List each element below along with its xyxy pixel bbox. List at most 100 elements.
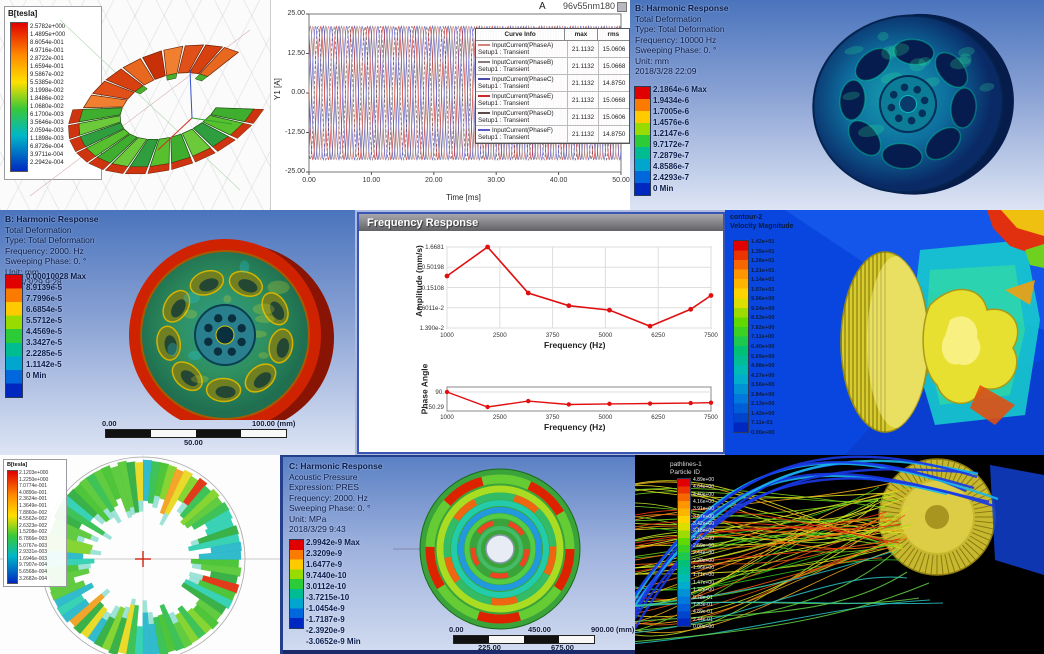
legend-row: InputCurrent(PhaseA) Setup1 : Transient 21… bbox=[476, 41, 629, 58]
legend-value: 1.5208e-002 bbox=[19, 529, 48, 536]
legend-value: 9.24e+00 bbox=[751, 305, 775, 312]
cfd-render bbox=[785, 210, 1044, 455]
legend-value: -2.3920e-9 bbox=[306, 626, 345, 635]
amplitude-y-tick: 0.50198 bbox=[421, 264, 444, 272]
legend-value: 3.9711e-004 bbox=[30, 152, 64, 158]
legend-value: 1.14e+01 bbox=[751, 277, 775, 284]
legend-value: 4.40e+00 bbox=[693, 491, 714, 498]
panel-particle-streamlines: pathlines-1 Particle ID 4.89e+00 4.64e+00… bbox=[635, 455, 1044, 654]
legend-value: 4.98e+00 bbox=[751, 363, 775, 370]
legend-value: 6.6854e-5 bbox=[26, 305, 63, 314]
legend-value: 7.82e+00 bbox=[751, 324, 775, 331]
info-line: 2018/3/29 9:43 bbox=[289, 524, 346, 534]
legend-value: 1.28e+01 bbox=[751, 258, 775, 265]
x-axis-label: Time [ms] bbox=[446, 193, 481, 202]
curve-info-legend: Curve Info max rms InputCurrent(PhaseA) S… bbox=[475, 28, 630, 144]
x-tick: 0.00 bbox=[302, 177, 316, 184]
window-label: 96v55nm180 bbox=[562, 1, 615, 11]
legend-value: 1.0680e-002 bbox=[30, 104, 64, 110]
info-line: C: Harmonic Response bbox=[289, 461, 383, 471]
series-swatch bbox=[478, 61, 490, 64]
legend-value: 4.27e+00 bbox=[751, 372, 775, 379]
info-line: Type: Total Deformation bbox=[635, 24, 725, 34]
info-line: Type: Total Deformation bbox=[5, 235, 95, 245]
x-tick: 20.00 bbox=[425, 177, 443, 184]
scalebar-left-label: 0.00 bbox=[102, 419, 117, 428]
x-tick: 50.00 bbox=[612, 177, 630, 184]
legend-value: 1.42e+01 bbox=[751, 239, 775, 245]
disc-render bbox=[393, 468, 581, 630]
legend-value: 2.6323e-002 bbox=[19, 522, 48, 529]
legend-value: 8.9139e-5 bbox=[26, 283, 63, 292]
scalebar-t1: 225.00 bbox=[478, 643, 501, 652]
amplitude-x-axis-label: Frequency (Hz) bbox=[544, 340, 606, 350]
result-info: B: Harmonic Response Total Deformation Typ… bbox=[635, 3, 729, 77]
legend-value: -1.0454e-9 bbox=[306, 604, 345, 613]
legend-values: 2.1864e-6 Max 1.9434e-6 1.7005e-6 1.4576e-6… bbox=[653, 84, 707, 194]
legend-value: 4.89e+00 bbox=[693, 477, 714, 483]
phase-x-axis-label: Frequency (Hz) bbox=[544, 422, 606, 432]
legend-value: 6.40e+00 bbox=[751, 344, 775, 351]
scalebar-t2: 450.00 bbox=[528, 625, 551, 634]
legend-header: Curve Info max rms bbox=[476, 29, 629, 41]
phase-x-tick: 5000 bbox=[598, 414, 613, 421]
panel-frequency-response: Frequency Response Amplitude (mm/s) Freq… bbox=[355, 210, 725, 455]
legend-value: 4.4569e-5 bbox=[26, 327, 63, 336]
legend-row: InputCurrent(PhaseF) Setup1 : Transient 21… bbox=[476, 126, 629, 143]
frequency-response-window: Frequency Response Amplitude (mm/s) Freq… bbox=[357, 212, 725, 454]
legend-values: 2.9942e-9 Max 2.3209e-9 1.6477e-9 9.7440e-1… bbox=[306, 537, 361, 647]
y-tick: 25.00 bbox=[287, 10, 305, 17]
legend-value: 1.47e+00 bbox=[693, 579, 714, 586]
phase-x-tick: 3750 bbox=[545, 414, 560, 421]
result-info: B: Harmonic Response Total Deformation Typ… bbox=[5, 214, 99, 288]
legend-value: 2.20e+00 bbox=[693, 557, 714, 564]
series-swatch bbox=[478, 95, 490, 98]
legend-value: 2.2942e-004 bbox=[30, 160, 64, 166]
series-swatch bbox=[478, 112, 490, 115]
amplitude-x-tick: 7500 bbox=[704, 332, 718, 339]
amplitude-x-tick: 5000 bbox=[598, 332, 613, 339]
legend-value: 9.96e+00 bbox=[751, 296, 775, 303]
phase-y-tick: 90. bbox=[435, 389, 444, 396]
legend-value: 7.11e+00 bbox=[751, 334, 775, 341]
phase-x-tick: 1000 bbox=[440, 414, 454, 421]
colorbar-title-line1: pathlines-1 bbox=[670, 461, 702, 468]
colorbar-legend: B[tesla] 2.5782e+000 1.4895e+000 8.6054e-0… bbox=[4, 6, 102, 180]
colorbar-legend: B[tesla] 2.1203e+000 1.2250e+000 7.0774e-0… bbox=[3, 459, 67, 587]
colorbar bbox=[5, 274, 23, 398]
legend-value: 1.07e+01 bbox=[751, 286, 775, 293]
legend-values: 1.42e+01 1.35e+01 1.28e+01 1.21e+01 1.14e+01… bbox=[751, 238, 775, 438]
panel-harmonic-wheel-left: B: Harmonic Response Total Deformation Typ… bbox=[0, 210, 355, 455]
legend-value: 2.69e+00 bbox=[693, 543, 714, 550]
info-line: B: Harmonic Response bbox=[5, 214, 99, 224]
info-line: Unit: mm bbox=[5, 266, 39, 277]
legend-values: 2.5782e+000 1.4895e+000 8.6054e-001 4.9716e… bbox=[30, 23, 65, 167]
panel-transient-plot: A 96v55nm180 Y1 [A] Time [ms] 25.00 12.50… bbox=[270, 0, 631, 210]
panel-magnet-torus: B[tesla] 2.5782e+000 1.4895e+000 8.6054e-0… bbox=[0, 0, 270, 210]
legend-value: 0.00e+00 bbox=[751, 429, 775, 436]
legend-value: 2.2285e-5 bbox=[26, 349, 63, 358]
legend-value: 1.21e+01 bbox=[751, 267, 775, 274]
legend-header-rms: rms bbox=[596, 29, 629, 40]
scalebar bbox=[453, 635, 595, 644]
streamlines-render bbox=[635, 455, 1044, 645]
legend-header-max: max bbox=[564, 29, 596, 40]
legend-row: InputCurrent(PhaseE) Setup1 : Transient 21… bbox=[476, 92, 629, 109]
legend-value: 9.7907e-004 bbox=[19, 562, 48, 569]
info-line: B: Harmonic Response bbox=[635, 3, 729, 13]
scalebar-mid-label: 50.00 bbox=[184, 438, 203, 447]
amplitude-y-tick: 4.6011e-2 bbox=[416, 304, 444, 312]
legend-value: 5.6568e-004 bbox=[19, 568, 48, 575]
legend-value: 1.3649e-001 bbox=[19, 502, 48, 509]
legend-value: 9.5867e-002 bbox=[30, 72, 64, 78]
legend-title: B[tesla] bbox=[8, 9, 38, 18]
legend-value: 7.7996e-5 bbox=[26, 294, 63, 303]
legend-value: 1.6946e-003 bbox=[19, 555, 48, 562]
window-titlebar[interactable]: Frequency Response bbox=[359, 214, 723, 231]
legend-value: 2.0594e-003 bbox=[30, 128, 64, 134]
window-icon[interactable] bbox=[617, 2, 627, 12]
legend-value: 2.1203e+000 bbox=[19, 470, 49, 476]
legend-value: 0 Min bbox=[26, 371, 47, 380]
colorbar bbox=[634, 86, 651, 196]
legend-value: 1.4895e+000 bbox=[30, 32, 66, 38]
